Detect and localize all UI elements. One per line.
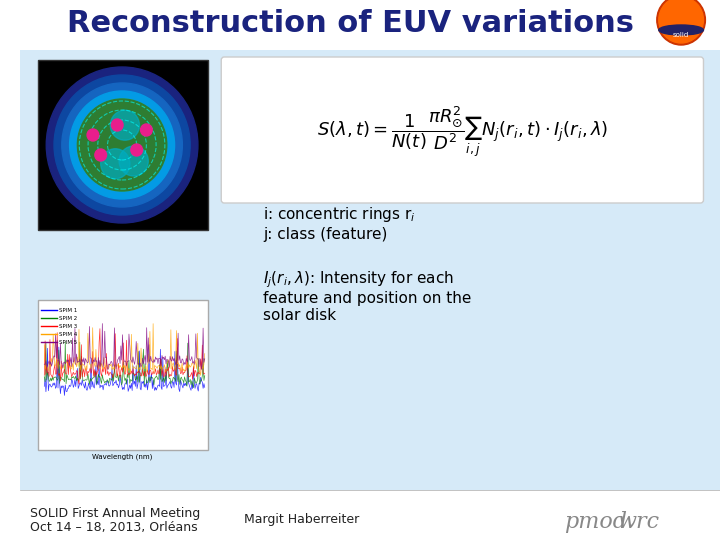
Text: i: concentric rings r$_i$: i: concentric rings r$_i$: [263, 206, 415, 225]
Text: Oct 14 – 18, 2013, Orléans: Oct 14 – 18, 2013, Orléans: [30, 521, 197, 534]
Circle shape: [140, 124, 152, 136]
Text: SPIM 5: SPIM 5: [59, 340, 77, 345]
Bar: [37, 60, 207, 230]
Text: Wavelength (nm): Wavelength (nm): [92, 454, 152, 460]
Text: SOLID First Annual Meeting: SOLID First Annual Meeting: [30, 507, 200, 519]
Bar: [20, 50, 720, 490]
Circle shape: [95, 149, 107, 161]
Ellipse shape: [659, 25, 703, 35]
Circle shape: [112, 119, 123, 131]
Circle shape: [92, 143, 122, 172]
Circle shape: [657, 0, 706, 45]
Text: $S(\lambda, t) = \dfrac{1}{N(t)} \dfrac{\pi R_{\odot}^2}{D^2} \sum_{i,j} N_j(r_i: $S(\lambda, t) = \dfrac{1}{N(t)} \dfrac{…: [317, 105, 608, 159]
Circle shape: [659, 0, 703, 43]
Circle shape: [131, 144, 143, 156]
Text: solid: solid: [673, 32, 689, 38]
FancyBboxPatch shape: [221, 57, 703, 203]
Circle shape: [94, 116, 123, 146]
Bar: [37, 300, 207, 450]
Bar: [20, 0, 720, 50]
Circle shape: [77, 99, 167, 191]
Circle shape: [70, 91, 174, 199]
Circle shape: [54, 75, 190, 215]
Text: feature and position on the: feature and position on the: [263, 291, 472, 306]
Text: SPIM 4: SPIM 4: [59, 332, 77, 336]
Text: j: class (feature): j: class (feature): [263, 227, 387, 242]
Circle shape: [46, 67, 198, 223]
Text: pmod: pmod: [564, 511, 627, 533]
Text: solar disk: solar disk: [263, 308, 336, 323]
Bar: [20, 490, 720, 540]
Text: SPIM 3: SPIM 3: [59, 323, 77, 328]
Text: Reconstruction of EUV variations: Reconstruction of EUV variations: [67, 10, 634, 38]
Circle shape: [117, 113, 146, 143]
Text: SPIM 2: SPIM 2: [59, 315, 77, 321]
Text: wrc: wrc: [618, 511, 660, 533]
Text: $I_j(r_i, \lambda)$: Intensity for each: $I_j(r_i, \lambda)$: Intensity for each: [263, 269, 454, 291]
Text: Margit Haberreiter: Margit Haberreiter: [243, 514, 359, 526]
Circle shape: [87, 129, 99, 141]
Text: SPIM 1: SPIM 1: [59, 307, 77, 313]
Circle shape: [62, 83, 182, 207]
Circle shape: [77, 99, 167, 191]
